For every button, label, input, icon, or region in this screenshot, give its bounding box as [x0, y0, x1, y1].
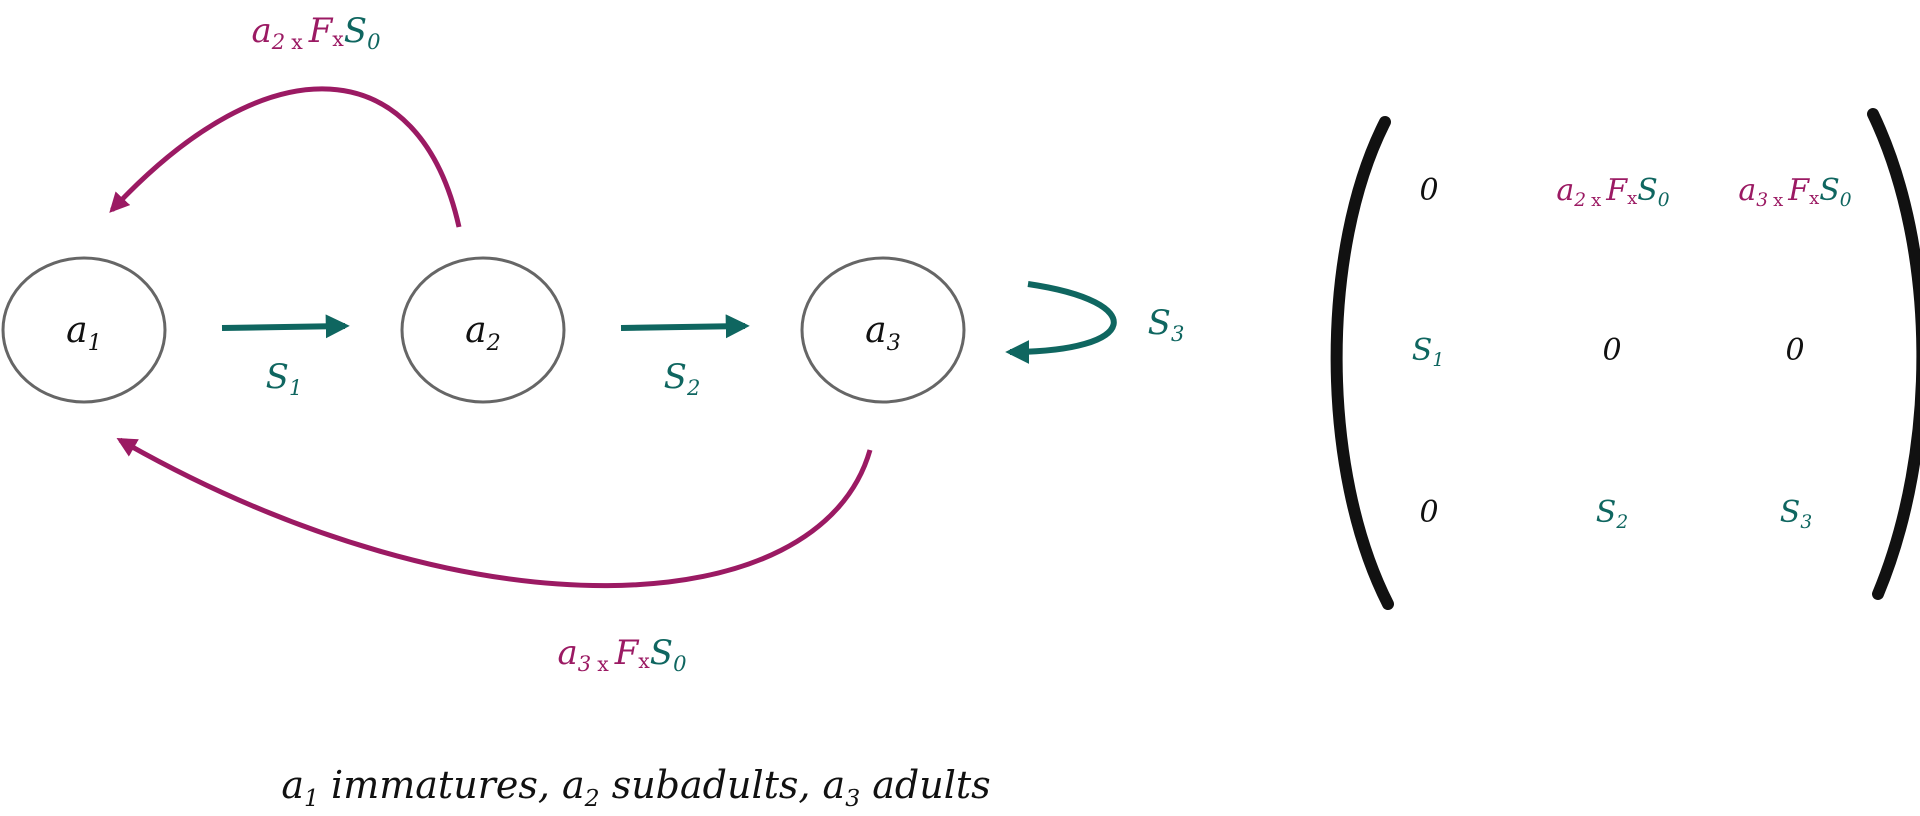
node-a2-label: a2 [465, 310, 501, 356]
arrow-f3 [116, 437, 873, 589]
label-s1: S1 [266, 357, 303, 400]
label-f2: a2 x FxS0 [251, 11, 380, 54]
matrix-r3-c2: S2 [1596, 495, 1628, 533]
label-s2: S2 [664, 357, 701, 400]
legend-caption: a1 immatures, a2 subadults, a3 adults [281, 763, 990, 812]
arrow-f2 [109, 86, 462, 228]
node-a3-label: a3 [865, 310, 901, 356]
label-s3: S3 [1148, 303, 1185, 346]
matrix-r2-c1: S1 [1412, 333, 1444, 371]
matrix-r3-c1: 0 [1419, 495, 1438, 530]
matrix-r2-c2: 0 [1602, 333, 1621, 368]
arrow-s1 [221, 314, 350, 339]
node-a3: a3 [800, 256, 966, 404]
matrix-r1-c3: a3 x FxS0 [1738, 173, 1851, 211]
node-a1-label: a1 [66, 310, 102, 356]
matrix-r2-c3: 0 [1785, 333, 1804, 368]
node-a2: a2 [400, 256, 566, 404]
node-a1: a1 [1, 256, 167, 404]
matrix-right-bracket [1867, 108, 1920, 600]
arrow-s2 [620, 314, 750, 339]
label-f3: a3 x FxS0 [557, 633, 686, 676]
matrix-r1-c1: 0 [1419, 173, 1438, 208]
matrix-left-bracket [1330, 116, 1394, 610]
matrix-r3-c3: S3 [1780, 495, 1812, 533]
matrix-r1-c2: a2 x FxS0 [1556, 173, 1669, 211]
arrow-s3-loop [1005, 281, 1117, 364]
